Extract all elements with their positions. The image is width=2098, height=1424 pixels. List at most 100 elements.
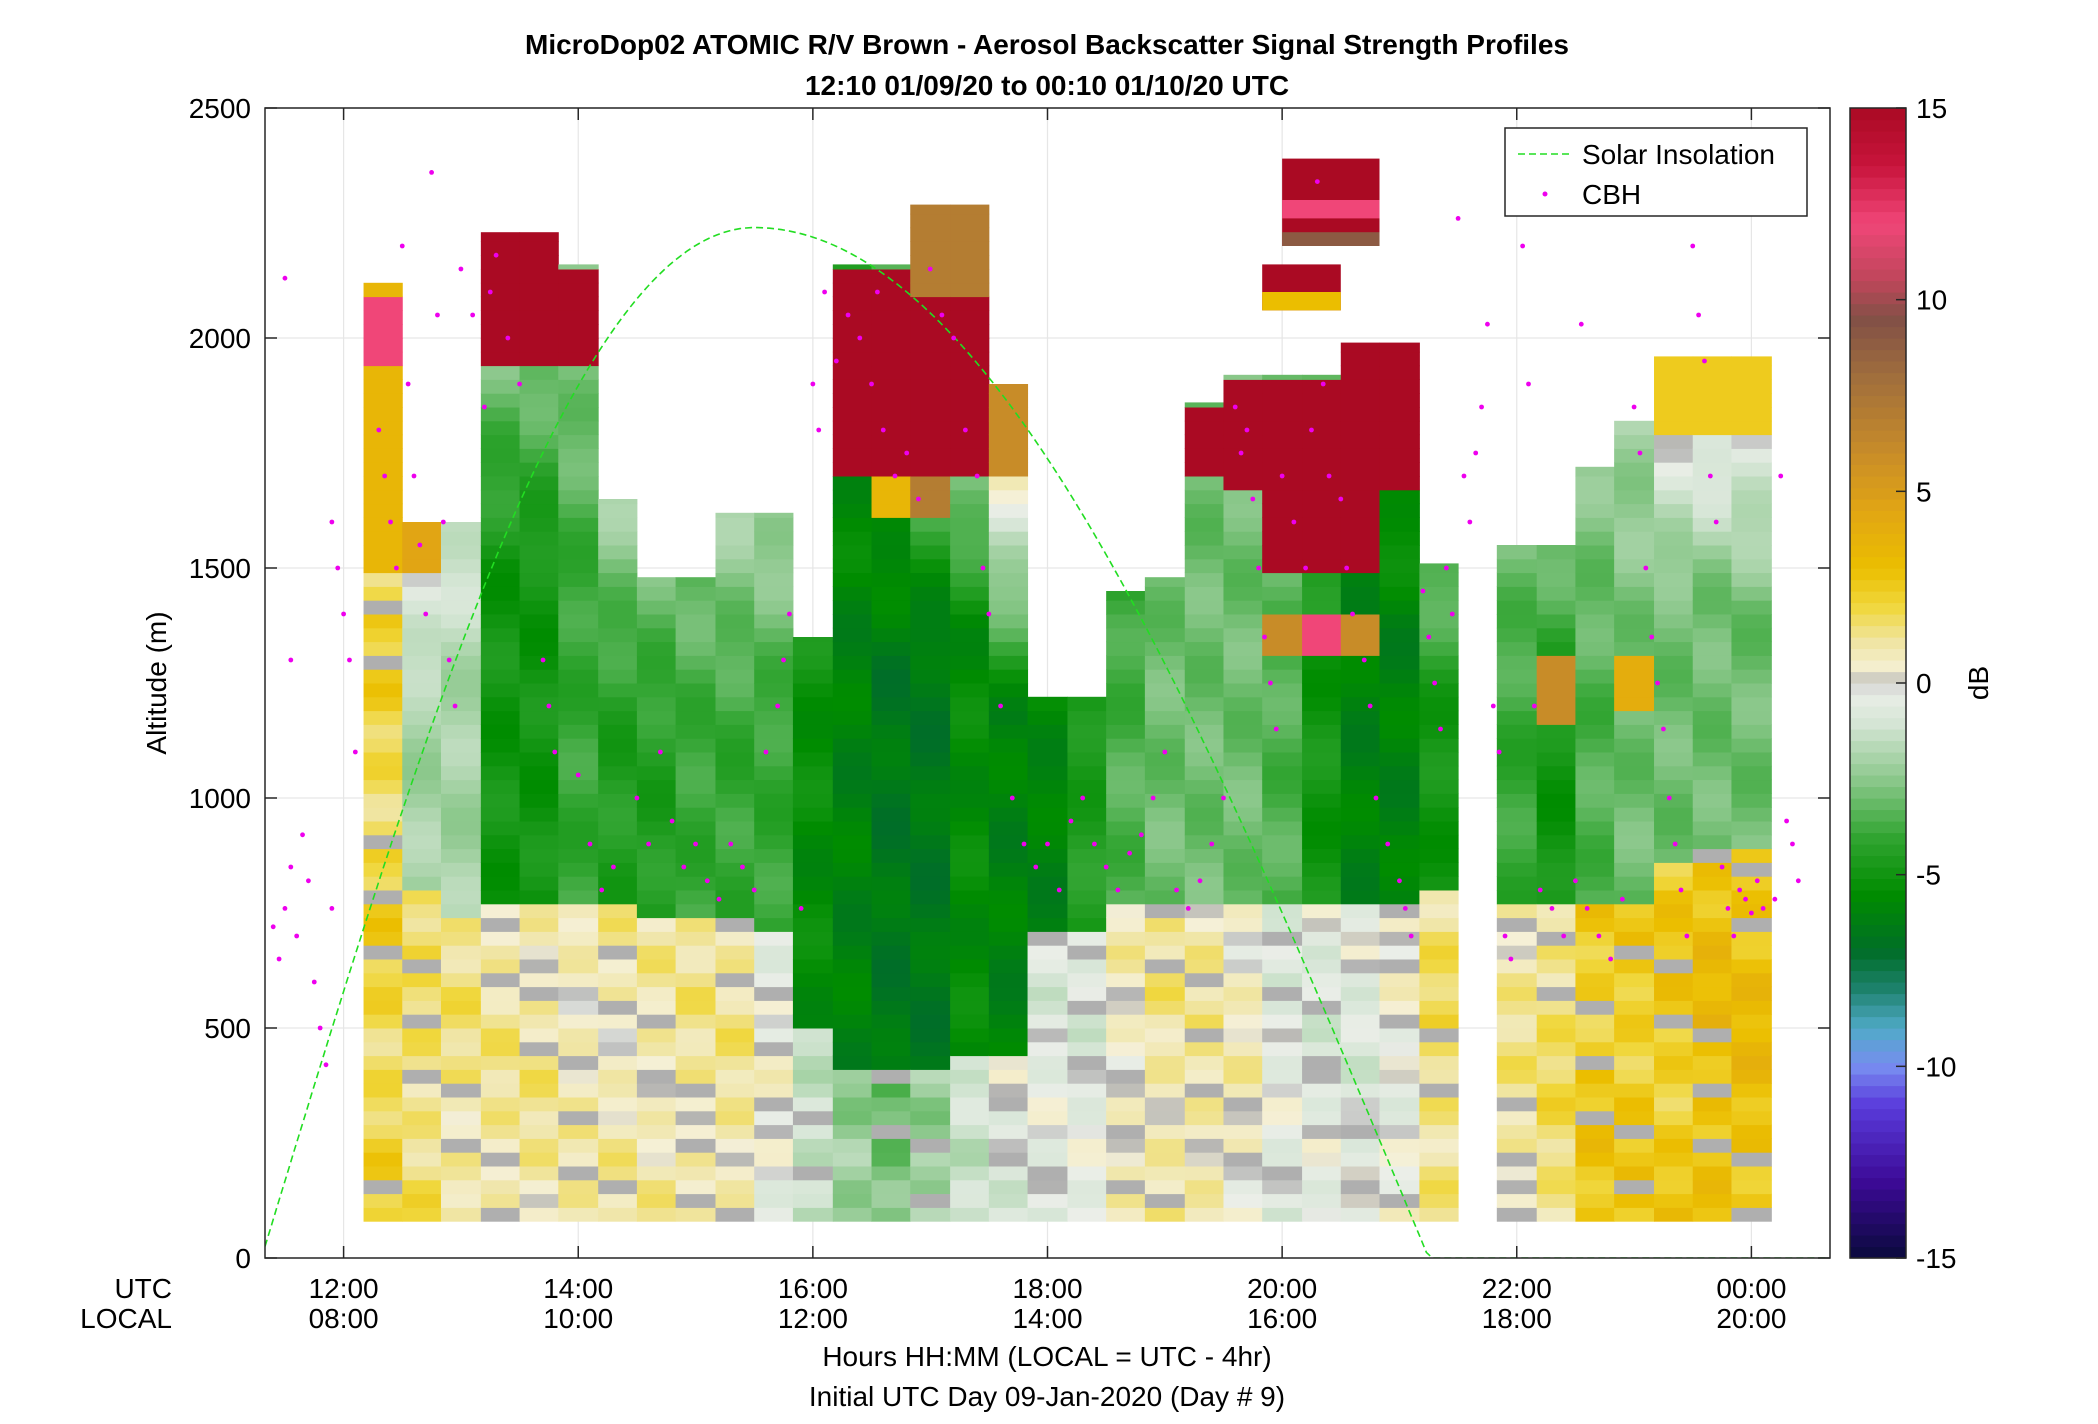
heatmap-cell [1692,517,1732,532]
heatmap-cell [519,752,559,767]
heatmap-cell [832,1069,873,1084]
heatmap-cell [1067,1110,1107,1126]
heatmap-cell [1262,1124,1303,1139]
heatmap-cell [792,986,834,1001]
heatmap-cell [519,462,559,477]
heatmap-cell [1302,862,1342,877]
heatmap-cell [480,338,521,353]
heatmap-cell [715,1069,755,1084]
heatmap-cell [1419,572,1459,587]
heatmap-cell [440,669,482,684]
colorbar-tick-label: 15 [1916,93,1947,124]
heatmap-cell [832,420,873,436]
heatmap-cell [1340,1000,1381,1015]
heatmap-cell [1575,876,1615,891]
heatmap-cell [363,407,403,422]
heatmap-cell [1106,1124,1146,1139]
colorbar-step [1850,326,1906,339]
heatmap-cell [910,765,951,781]
heatmap-cell [1184,779,1224,794]
heatmap-cell [598,862,638,877]
heatmap-cell [715,738,755,753]
heatmap-cell [1614,1000,1655,1015]
heatmap-cell [871,834,911,850]
heatmap-cell [598,959,638,974]
heatmap-cell [1496,1097,1538,1112]
heatmap-cell [1379,517,1420,532]
heatmap-cell [1379,779,1420,794]
heatmap-cell [1262,807,1303,822]
heatmap-cell [1536,614,1576,629]
heatmap-cell [1536,876,1576,891]
heatmap-cell [1340,821,1381,836]
heatmap-cell [1654,356,1694,367]
heatmap-cell [832,696,873,712]
heatmap-cell [519,779,559,794]
heatmap-cell [1575,641,1615,656]
heatmap-cell [1654,931,1694,946]
heatmap-cell [832,1097,873,1112]
heatmap-cell [1419,959,1459,974]
heatmap-cell [1654,972,1694,988]
heatmap-cell [1575,489,1615,505]
heatmap-cell [1223,890,1263,905]
colorbar-step [1850,648,1906,661]
heatmap-cell [558,752,599,767]
heatmap-cell [402,1166,442,1181]
heatmap-cell [910,1207,951,1222]
heatmap-cell [1184,655,1224,670]
heatmap-cell [1144,1083,1186,1098]
cbh-point [1631,404,1637,410]
heatmap-cell [1379,1041,1420,1057]
heatmap-cell [480,1041,521,1057]
heatmap-cell [519,282,559,298]
heatmap-cell [1067,821,1107,836]
heatmap-cell [480,821,521,836]
heatmap-cell [1223,752,1263,767]
heatmap-cell [1106,1152,1146,1167]
heatmap-cell [1184,1055,1224,1070]
heatmap-cell [1184,434,1224,449]
heatmap-cell [1340,1014,1381,1029]
cbh-point [1467,519,1473,525]
heatmap-cell [558,1124,599,1139]
heatmap-cell [1496,1124,1538,1139]
heatmap-cell [1262,489,1303,505]
heatmap-cell [910,503,951,518]
heatmap-cell [636,959,677,974]
heatmap-cell [1654,379,1694,394]
heatmap-cell [1262,1110,1303,1126]
y-tick-label: 0 [235,1243,251,1274]
heatmap-cell [1282,232,1380,246]
heatmap-cell [1614,1207,1655,1222]
heatmap-cell [1614,959,1655,974]
heatmap-cell [1106,641,1146,656]
heatmap-cell [1027,1179,1068,1195]
heatmap-cell [1067,807,1107,822]
heatmap-cell [1654,710,1694,725]
cbh-point [904,450,910,456]
heatmap-cell [1379,683,1420,698]
heatmap-cell [519,917,559,932]
heatmap-cell [1614,1069,1655,1084]
heatmap-cell [402,696,442,712]
heatmap-cell [1614,834,1655,850]
heatmap-cell [598,669,638,684]
heatmap-cell [1223,1069,1263,1084]
heatmap-cell [636,807,677,822]
heatmap-cell [910,531,951,546]
heatmap-cell [871,738,911,753]
heatmap-cell [480,351,521,367]
heatmap-cell [480,296,521,311]
heatmap-cell [1654,765,1694,781]
heatmap-cell [402,614,442,629]
colorbar-step [1850,1062,1906,1075]
heatmap-cell [1144,724,1186,739]
heatmap-cell [1144,890,1186,905]
heatmap-cell [1654,903,1694,919]
heatmap-cell [1302,420,1342,436]
colorbar-step [1850,499,1906,512]
heatmap-cell [1692,917,1732,932]
heatmap-cell [1536,724,1576,739]
colorbar-step [1850,1200,1906,1213]
